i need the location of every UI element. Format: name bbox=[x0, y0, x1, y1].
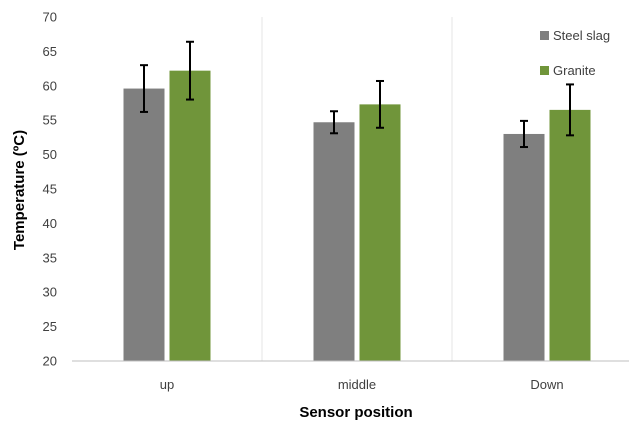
x-tick-label: middle bbox=[338, 377, 376, 392]
error-bar bbox=[330, 110, 338, 135]
error-bar bbox=[186, 40, 194, 101]
error-bar bbox=[566, 83, 574, 137]
legend: Steel slag Granite bbox=[540, 28, 610, 78]
y-tick-label: 50 bbox=[43, 147, 57, 162]
y-tick-label: 45 bbox=[43, 182, 57, 197]
y-tick-label: 60 bbox=[43, 78, 57, 93]
bar-granite bbox=[169, 70, 211, 361]
y-tick-label: 55 bbox=[43, 113, 57, 128]
y-tick-label: 35 bbox=[43, 250, 57, 265]
error-bar bbox=[520, 119, 528, 149]
x-tick-label: up bbox=[160, 377, 174, 392]
legend-label: Granite bbox=[553, 63, 596, 78]
bar-steel-slag bbox=[503, 133, 545, 361]
y-axis-title: Temperature (ºC) bbox=[11, 130, 28, 250]
error-bar bbox=[140, 64, 148, 113]
y-tick-label: 40 bbox=[43, 216, 57, 231]
y-axis-ticks: 20 25 30 35 40 45 50 55 60 65 70 bbox=[43, 10, 57, 369]
legend-label: Steel slag bbox=[553, 28, 610, 43]
bar-steel-slag bbox=[123, 88, 165, 361]
x-axis-title: Sensor position bbox=[299, 404, 412, 421]
bar-granite bbox=[549, 109, 591, 361]
y-tick-label: 30 bbox=[43, 285, 57, 300]
error-bars bbox=[140, 40, 574, 149]
x-tick-label: Down bbox=[530, 377, 563, 392]
bars bbox=[123, 70, 591, 361]
y-tick-label: 20 bbox=[43, 354, 57, 369]
y-tick-label: 65 bbox=[43, 44, 57, 59]
bar-steel-slag bbox=[313, 122, 355, 361]
x-axis-ticks: up middle Down bbox=[160, 377, 564, 392]
y-tick-label: 25 bbox=[43, 319, 57, 334]
legend-swatch bbox=[540, 66, 549, 75]
bar-granite bbox=[359, 104, 401, 361]
grid-lines bbox=[261, 17, 453, 361]
error-bar bbox=[376, 79, 384, 129]
y-tick-label: 70 bbox=[43, 10, 57, 25]
legend-swatch bbox=[540, 31, 549, 40]
